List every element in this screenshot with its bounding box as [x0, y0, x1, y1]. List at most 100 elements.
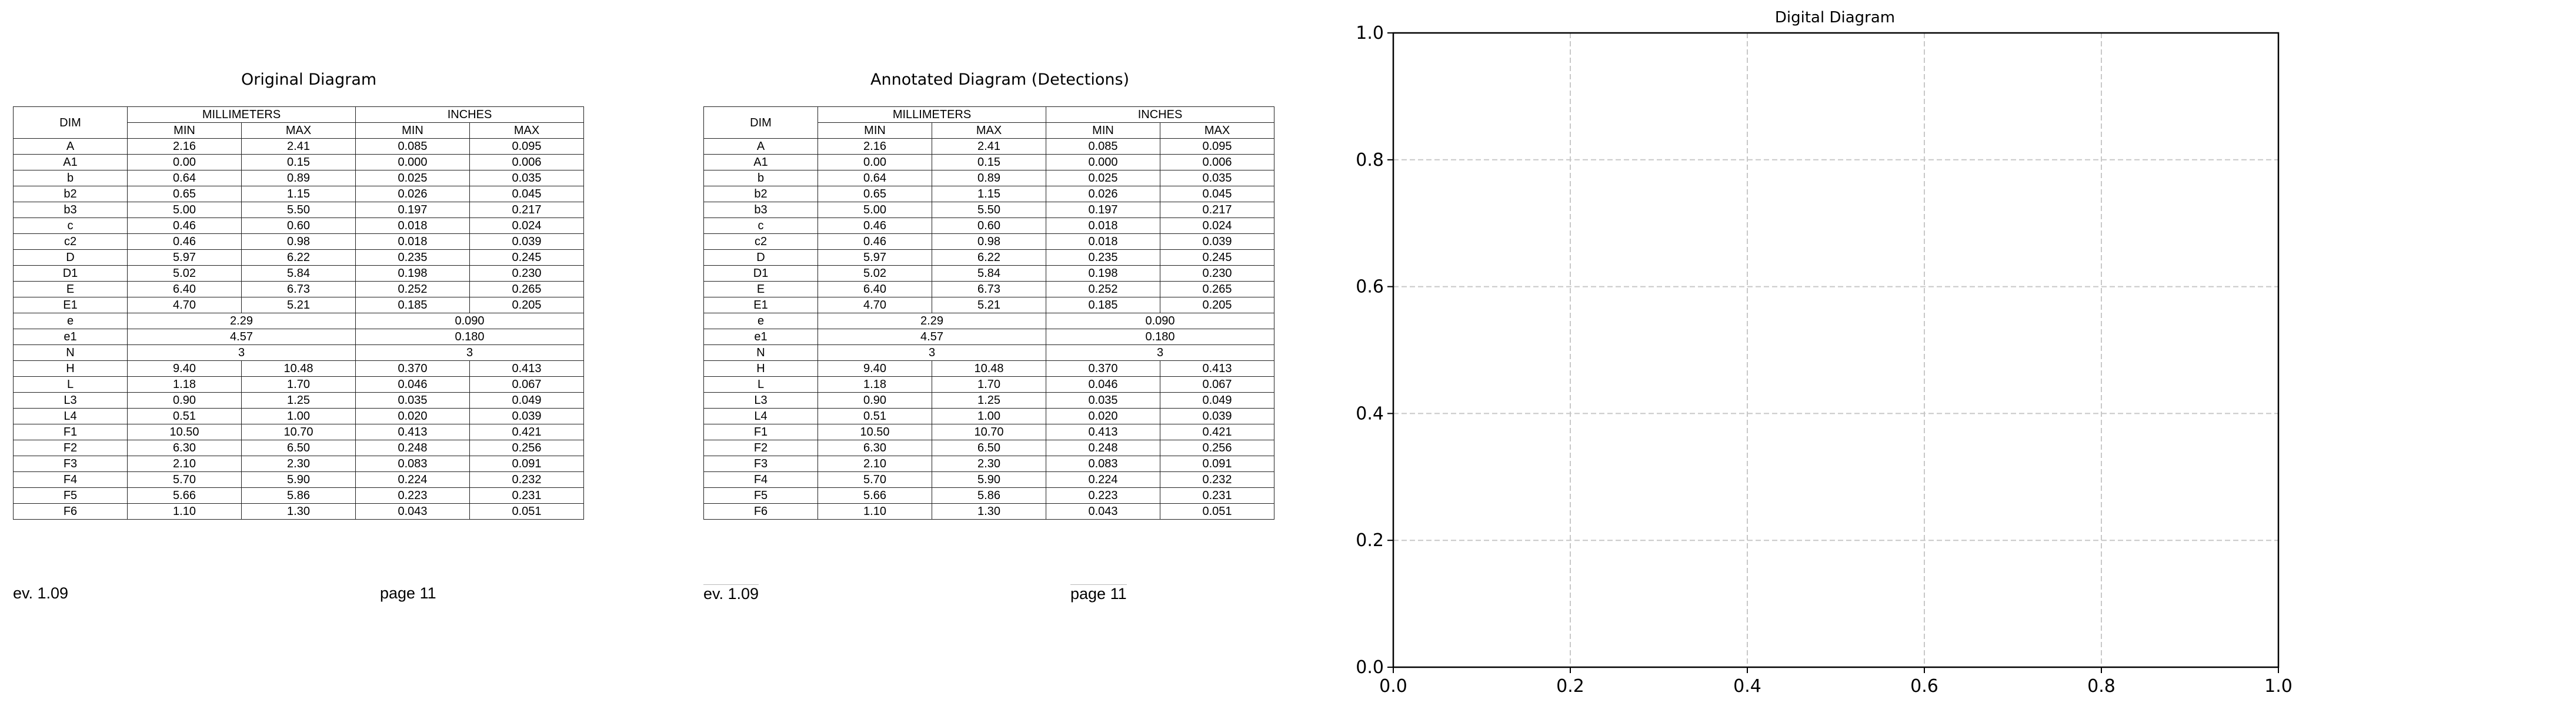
mm-value-cell: 2.29 [126, 313, 356, 329]
mm-min-cell: 6.30 [817, 440, 932, 456]
in-max-cell: 0.256 [469, 440, 585, 456]
mm-max-cell: 6.50 [241, 440, 356, 456]
in-value-cell: 0.090 [1046, 313, 1275, 329]
in-min-cell: 0.223 [1046, 487, 1161, 504]
mm-max-cell: 0.89 [931, 170, 1047, 186]
in-min-cell: 0.018 [355, 233, 471, 250]
dim-cell: b3 [703, 202, 818, 218]
dim-cell: F1 [703, 424, 818, 440]
mm-min-cell: 2.10 [817, 456, 932, 472]
in-min-cell: 0.235 [355, 249, 471, 266]
mm-max-cell: 1.25 [241, 392, 356, 409]
mm-max-cell: 0.98 [241, 233, 356, 250]
dim-cell: L4 [703, 408, 818, 424]
table-row: F2 6.30 6.50 0.248 0.256 [703, 440, 1275, 456]
table-row: D1 5.02 5.84 0.198 0.230 [13, 265, 585, 282]
in-min-cell: 0.370 [1046, 360, 1161, 377]
table-row: H 9.40 10.48 0.370 0.413 [13, 360, 585, 377]
table-row: e1 4.57 0.180 [703, 329, 1275, 345]
dim-cell: F5 [13, 487, 128, 504]
y-tick-label: 0.4 [1356, 403, 1384, 424]
x-tick-label: 0.4 [1733, 676, 1761, 697]
table-row: b3 5.00 5.50 0.197 0.217 [703, 202, 1275, 218]
footer-revision-original: ev. 1.09 [13, 584, 69, 602]
table-subheader-row: MIN MAX MIN MAX [14, 122, 585, 139]
in-max-cell: 0.245 [469, 249, 585, 266]
mm-min-cell: 2.16 [817, 138, 932, 155]
dim-cell: A [703, 138, 818, 155]
mm-min-cell: 0.00 [127, 154, 242, 170]
table-row: b 0.64 0.89 0.025 0.035 [13, 170, 585, 186]
mm-min-cell: 0.46 [817, 218, 932, 234]
dim-cell: F4 [13, 471, 128, 488]
in-min-cell: 0.185 [355, 297, 471, 313]
in-max-cell: 0.095 [1160, 138, 1275, 155]
mm-max-header: MAX [931, 122, 1047, 139]
in-max-cell: 0.035 [1160, 170, 1275, 186]
dim-header: DIM [703, 106, 818, 139]
in-min-cell: 0.224 [1046, 471, 1161, 488]
mm-max-cell: 5.21 [241, 297, 356, 313]
table-row: L3 0.90 1.25 0.035 0.049 [703, 392, 1275, 409]
mm-max-cell: 1.00 [931, 408, 1047, 424]
in-max-cell: 0.256 [1160, 440, 1275, 456]
dim-cell: E1 [13, 297, 128, 313]
mm-max-cell: 5.84 [241, 265, 356, 282]
mm-min-cell: 5.66 [127, 487, 242, 504]
mm-max-cell: 2.41 [931, 138, 1047, 155]
x-tick-label: 0.6 [1910, 676, 1938, 697]
table-row: c 0.46 0.60 0.018 0.024 [703, 218, 1275, 234]
chart-title: Digital Diagram [1775, 9, 1895, 26]
in-max-cell: 0.006 [1160, 154, 1275, 170]
in-max-cell: 0.039 [469, 233, 585, 250]
table-row: F5 5.66 5.86 0.223 0.231 [13, 487, 585, 504]
in-min-cell: 0.198 [355, 265, 471, 282]
in-value-cell: 0.090 [355, 313, 585, 329]
in-min-cell: 0.197 [355, 202, 471, 218]
dim-cell: e1 [703, 329, 818, 345]
mm-max-cell: 1.25 [931, 392, 1047, 409]
in-min-cell: 0.046 [355, 376, 471, 393]
in-max-cell: 0.045 [469, 186, 585, 202]
table-row: E 6.40 6.73 0.252 0.265 [703, 281, 1275, 297]
dim-cell: b3 [13, 202, 128, 218]
in-max-cell: 0.051 [1160, 503, 1275, 520]
y-tick-label: 1.0 [1356, 23, 1384, 44]
mm-max-cell: 5.86 [931, 487, 1047, 504]
dim-cell: A1 [703, 154, 818, 170]
in-min-cell: 0.085 [1046, 138, 1161, 155]
in-min-cell: 0.197 [1046, 202, 1161, 218]
in-min-header: MIN [1046, 122, 1161, 139]
in-min-cell: 0.185 [1046, 297, 1161, 313]
table-row: L4 0.51 1.00 0.020 0.039 [703, 408, 1275, 424]
in-max-cell: 0.067 [469, 376, 585, 393]
dim-cell: L [703, 376, 818, 393]
dim-cell: L4 [13, 408, 128, 424]
footer-revision-annotated: ev. 1.09 [703, 584, 759, 603]
mm-max-cell: 6.50 [931, 440, 1047, 456]
mm-max-cell: 1.15 [241, 186, 356, 202]
in-min-cell: 0.085 [355, 138, 471, 155]
in-max-cell: 0.045 [1160, 186, 1275, 202]
dim-cell: b2 [703, 186, 818, 202]
mm-max-cell: 1.70 [241, 376, 356, 393]
table-row: c2 0.46 0.98 0.018 0.039 [703, 233, 1275, 250]
in-max-cell: 0.265 [1160, 281, 1275, 297]
in-max-cell: 0.232 [469, 471, 585, 488]
in-max-cell: 0.049 [469, 392, 585, 409]
mm-max-cell: 5.21 [931, 297, 1047, 313]
mm-value-cell: 2.29 [817, 313, 1047, 329]
dim-cell: F3 [703, 456, 818, 472]
dim-cell: D1 [703, 265, 818, 282]
in-max-cell: 0.230 [469, 265, 585, 282]
table-row: F6 1.10 1.30 0.043 0.051 [13, 503, 585, 520]
table-row: E1 4.70 5.21 0.185 0.205 [703, 297, 1275, 313]
dim-cell: E1 [703, 297, 818, 313]
table-row: F3 2.10 2.30 0.083 0.091 [703, 456, 1275, 472]
mm-value-cell: 4.57 [126, 329, 356, 345]
table-row: A1 0.00 0.15 0.000 0.006 [703, 154, 1275, 170]
in-max-cell: 0.230 [1160, 265, 1275, 282]
table-row: F4 5.70 5.90 0.224 0.232 [703, 471, 1275, 488]
mm-min-cell: 2.16 [127, 138, 242, 155]
